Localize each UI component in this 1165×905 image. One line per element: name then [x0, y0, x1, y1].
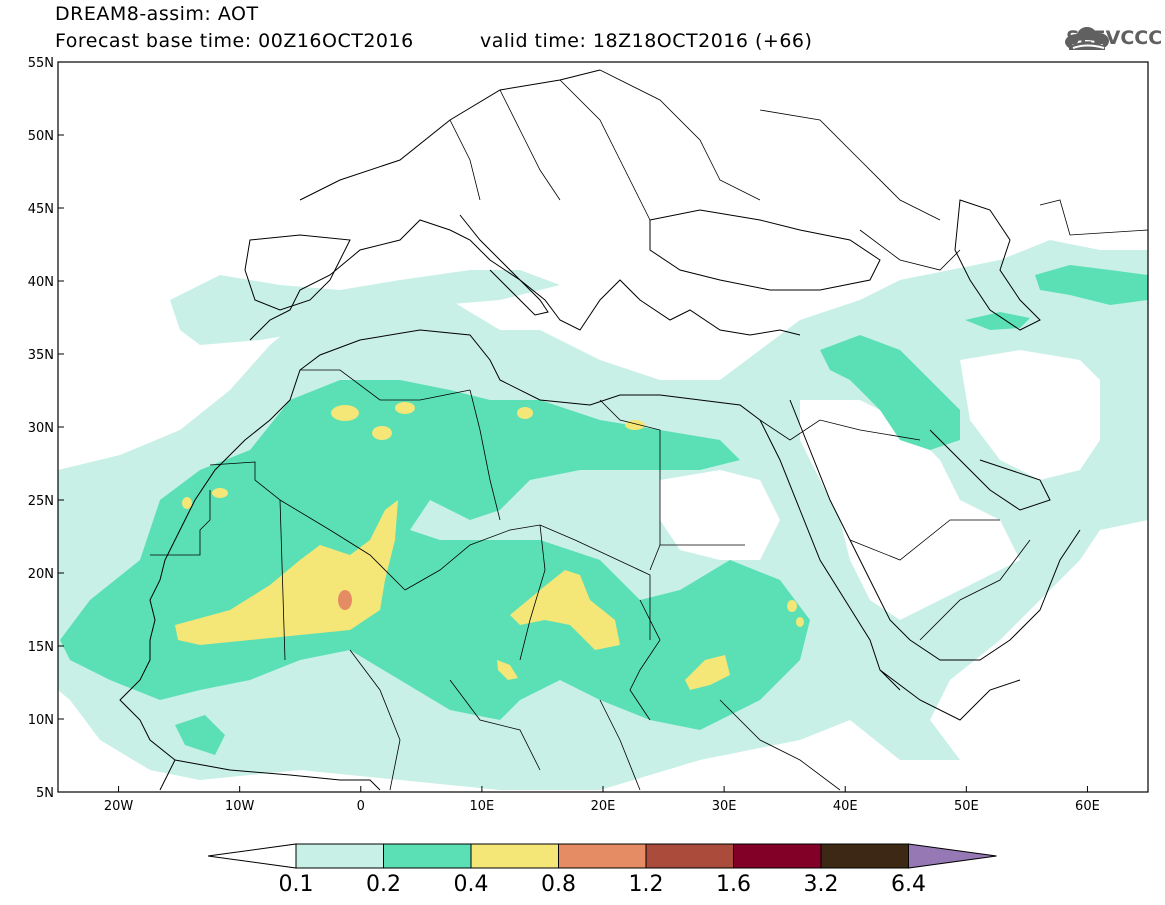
aot-level-0-4-algeria-3: [372, 426, 392, 440]
aot-level-0-2-iraq: [820, 335, 960, 450]
lat-tick-label: 25N: [28, 494, 54, 509]
aot-below-0-1-iran: [960, 350, 1100, 480]
lon-tick-label: 30E: [712, 799, 737, 814]
lat-tick-label: 15N: [28, 640, 54, 655]
lon-tick-label: 20E: [591, 799, 616, 814]
aot-level-0-1-med-band: [170, 270, 560, 345]
lat-tick-label: 35N: [28, 348, 54, 363]
valid-time: valid time: 18Z18OCT2016 (+66): [480, 30, 813, 52]
lat-tick-label: 10N: [28, 713, 54, 728]
latitude-axis: 5N 10N 15N 20N 25N 30N 35N 40N 45N 50N 55N: [28, 56, 64, 801]
lat-tick-label: 20N: [28, 567, 54, 582]
colorbar-level-label: 1.6: [716, 872, 751, 897]
aot-level-0-4-libya: [517, 407, 533, 419]
longitude-axis: 20W 10W 0 10E 20E 30E 40E 50E 60E: [104, 786, 1100, 814]
lon-tick-label: 10E: [470, 799, 495, 814]
colorbar-swatch: [295, 843, 384, 869]
colorbar-level-label: 0.1: [279, 872, 314, 897]
aot-level-0-4-redsea: [787, 600, 797, 612]
lat-tick-label: 5N: [36, 786, 54, 801]
country-borders: [150, 69, 1148, 791]
colorbar-labels: 0.1 0.2 0.4 0.8 1.2 1.6 3.2 6.4: [279, 872, 927, 897]
colorbar-level-label: 0.2: [366, 872, 401, 897]
lon-tick-label: 40E: [833, 799, 858, 814]
aot-level-0-2-west-africa: [60, 380, 810, 730]
logo-text: SEEVCCC: [1066, 27, 1163, 49]
aot-level-0-2-guinea: [175, 715, 225, 755]
colorbar-swatch: [733, 843, 822, 869]
lat-tick-label: 40N: [28, 275, 54, 290]
colorbar-level-label: 0.4: [454, 872, 489, 897]
aot-level-0-4-niger-small: [497, 660, 518, 680]
aot-level-0-4-algeria-2: [395, 402, 415, 414]
colorbar-swatch: [470, 843, 559, 869]
colorbar-low-arrow: [207, 843, 297, 869]
lat-tick-label: 45N: [28, 202, 54, 217]
aot-level-0-8-peak: [338, 590, 352, 610]
cloud-icon: [1065, 27, 1109, 50]
colorbar-high-arrow: [908, 843, 997, 869]
aot-level-0-4-coast: [182, 497, 192, 509]
lat-tick-label: 50N: [28, 129, 54, 144]
colorbar-swatch: [558, 843, 647, 869]
colorbar-level-label: 3.2: [804, 872, 839, 897]
colorbar-level-label: 1.2: [629, 872, 664, 897]
colorbar-level-label: 6.4: [891, 872, 926, 897]
colorbar-swatch: [383, 843, 472, 869]
forecast-base-time: Forecast base time: 00Z16OCT2016: [55, 30, 414, 52]
colorbar-swatch: [645, 843, 734, 869]
aot-below-0-1-egypt: [660, 470, 780, 560]
aot-below-0-1-arabia: [800, 400, 1020, 620]
lon-tick-label: 20W: [104, 799, 134, 814]
colorbar-swatch: [820, 843, 909, 869]
colorbar-level-label: 0.8: [541, 872, 576, 897]
map-title: DREAM8-assim: AOT: [55, 3, 259, 25]
lon-tick-label: 10W: [225, 799, 255, 814]
aot-level-0-4-sudan: [685, 655, 730, 690]
lat-tick-label: 30N: [28, 421, 54, 436]
lat-tick-label: 55N: [28, 56, 54, 71]
aot-contours: [58, 69, 1148, 791]
lon-tick-label: 0: [357, 799, 365, 814]
aot-level-0-4-algeria-1: [331, 405, 359, 421]
lon-tick-label: 50E: [954, 799, 979, 814]
colorbar-swatches: [207, 843, 997, 869]
lon-tick-label: 60E: [1075, 799, 1100, 814]
aot-level-0-4-redsea-2: [796, 617, 804, 627]
seevccc-logo: [1065, 27, 1109, 50]
aot-level-0-2-caspian: [1035, 265, 1148, 305]
aot-level-0-4-wsahara: [212, 488, 228, 498]
aot-level-0-4-chad: [510, 570, 620, 650]
